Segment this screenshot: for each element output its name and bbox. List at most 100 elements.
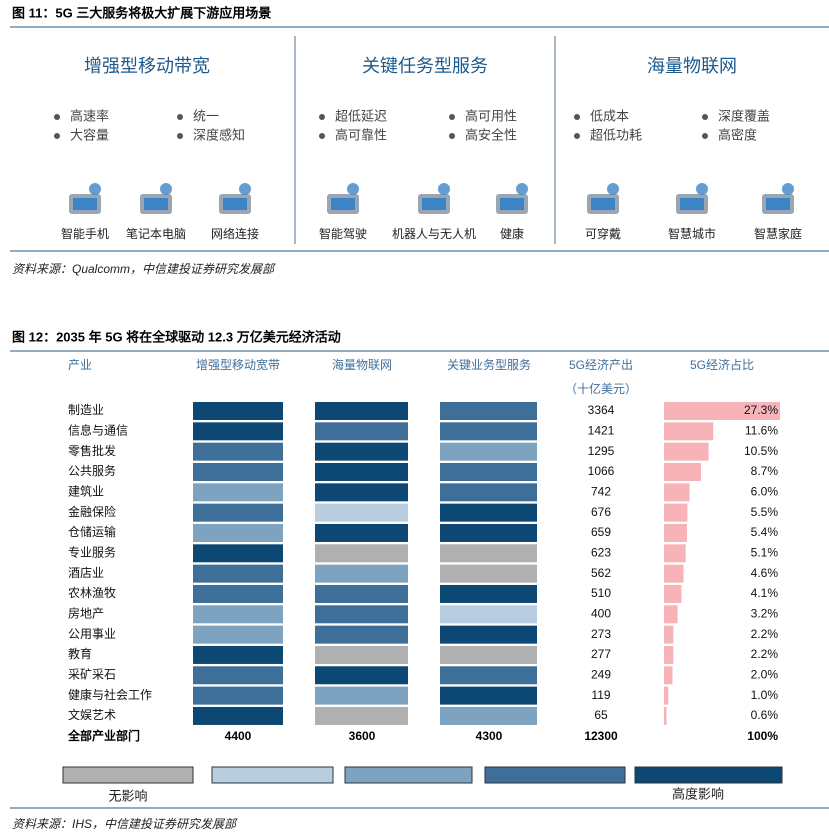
- impact-cell: [440, 402, 537, 420]
- use-label: 机器人与无人机: [392, 227, 476, 241]
- impact-cell: [315, 503, 408, 522]
- icon: [89, 183, 101, 195]
- impact-cell: [193, 462, 283, 481]
- output: 3364: [588, 403, 615, 417]
- total-value: 3600: [349, 729, 376, 743]
- impact-cell: [440, 666, 537, 685]
- industry: 公用事业: [68, 627, 116, 641]
- unit: （十亿美元）: [565, 381, 637, 396]
- impact-cell: [315, 706, 408, 725]
- impact-cell: [193, 605, 283, 624]
- impact-cell: [315, 666, 408, 685]
- share-label: 8.7%: [751, 464, 779, 478]
- share-bar: [664, 564, 684, 583]
- industry: 建筑业: [68, 483, 104, 498]
- use-label: 笔记本电脑: [126, 226, 186, 241]
- icon: [438, 183, 450, 195]
- share-label: 1.0%: [751, 688, 779, 702]
- industry: 公共服务: [68, 463, 116, 478]
- icon: [766, 198, 790, 210]
- impact-cell: [440, 462, 537, 481]
- impact-cell: [315, 523, 408, 542]
- icon: [73, 198, 97, 210]
- share-bar: [664, 645, 674, 664]
- impact-cell: [315, 645, 408, 664]
- impact-cell: [315, 625, 408, 644]
- column-header: 增强型移动宽带: [196, 357, 280, 372]
- bullet: [177, 133, 183, 139]
- use-label: 智慧家庭: [754, 226, 802, 241]
- impact-cell: [315, 462, 408, 481]
- feature: 高可用性: [465, 108, 517, 123]
- icon: [516, 183, 528, 195]
- share-label: 5.4%: [751, 525, 779, 539]
- legend-swatch: [211, 766, 334, 784]
- legend-swatch: [62, 766, 194, 784]
- impact-cell: [315, 544, 408, 563]
- impact-cell: [440, 422, 537, 441]
- source: 资料来源：IHS，中信建投证券研究发展部: [12, 817, 238, 831]
- impact-cell: [193, 625, 283, 644]
- industry: 采矿采石: [68, 667, 116, 681]
- share-bar: [664, 503, 688, 522]
- bullet: [702, 133, 708, 139]
- share-label: 2.0%: [751, 667, 779, 681]
- use-label: 健康: [500, 226, 524, 241]
- bullet: [319, 114, 325, 120]
- industry: 健康与社会工作: [68, 687, 152, 702]
- industry: 制造业: [68, 403, 104, 417]
- impact-cell: [315, 686, 408, 705]
- column-header: 关键业务型服务: [447, 357, 531, 372]
- total-value: 12300: [584, 729, 618, 743]
- share-label: 2.2%: [751, 627, 779, 641]
- bullet: [574, 114, 580, 120]
- feature: 统一: [193, 108, 219, 123]
- industry: 专业服务: [68, 544, 116, 559]
- share-label: 4.6%: [751, 566, 779, 580]
- use-label: 网络连接: [211, 226, 259, 241]
- share-label: 11.6%: [745, 424, 778, 438]
- icon: [591, 198, 615, 210]
- share-bar: [664, 686, 669, 705]
- share-label: 0.6%: [751, 708, 779, 722]
- share-label: 2.2%: [751, 647, 779, 661]
- output: 676: [591, 505, 611, 519]
- bullet: [449, 114, 455, 120]
- output: 400: [591, 606, 611, 620]
- share-label: 6.0%: [751, 484, 779, 498]
- bullet: [702, 114, 708, 120]
- impact-cell: [315, 422, 408, 441]
- icon: [422, 198, 446, 210]
- share-bar: [664, 584, 682, 603]
- output: 273: [591, 627, 611, 641]
- impact-cell: [193, 442, 283, 461]
- impact-cell: [440, 584, 537, 603]
- column-header: 产业: [68, 358, 92, 372]
- output: 249: [591, 667, 611, 681]
- output: 1295: [588, 444, 615, 458]
- impact-cell: [193, 523, 283, 542]
- industry: 酒店业: [68, 566, 104, 580]
- impact-cell: [315, 442, 408, 461]
- impact-cell: [193, 422, 283, 441]
- icon: [607, 183, 619, 195]
- impact-cell: [440, 544, 537, 563]
- share-bar: [664, 483, 690, 502]
- impact-cell: [440, 503, 537, 522]
- impact-cell: [315, 605, 408, 624]
- output: 510: [591, 586, 611, 600]
- bullet: [574, 133, 580, 139]
- share-bar: [664, 706, 667, 725]
- icon: [223, 198, 247, 210]
- impact-cell: [193, 686, 283, 705]
- icon: [239, 183, 251, 195]
- share-bar: [664, 625, 674, 644]
- output: 277: [591, 647, 611, 661]
- total-value: 4400: [225, 729, 252, 743]
- figure-title: 图 11：5G 三大服务将极大扩展下游应用场景: [12, 5, 271, 20]
- legend-swatch: [634, 766, 783, 784]
- impact-cell: [193, 503, 283, 522]
- share-bar: [664, 442, 709, 461]
- panel-title: 海量物联网: [647, 56, 737, 76]
